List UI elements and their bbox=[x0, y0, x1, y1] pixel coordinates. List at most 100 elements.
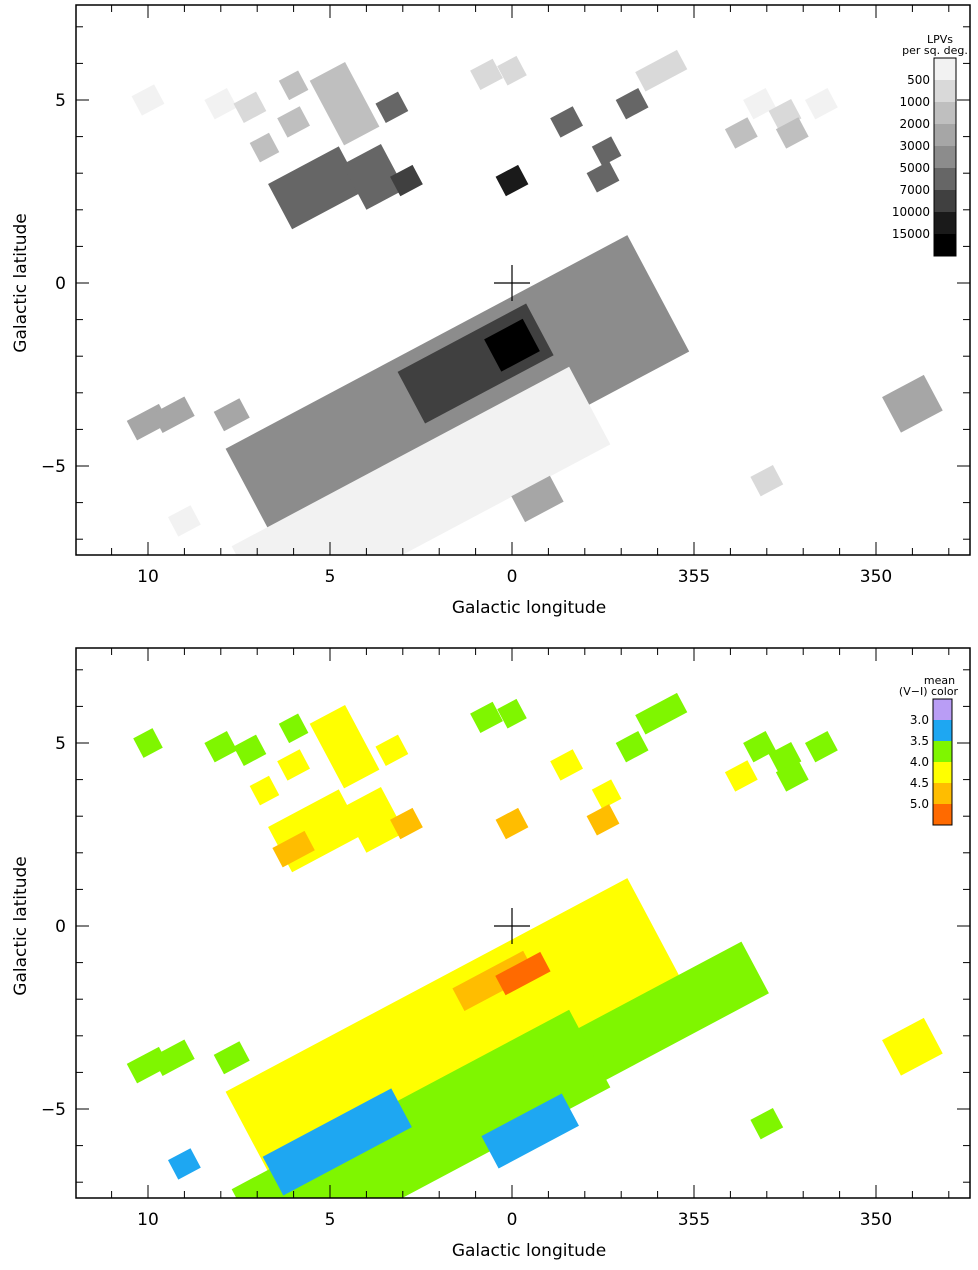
map-tile bbox=[511, 475, 564, 523]
legend-label: 1000 bbox=[899, 95, 930, 109]
x-axis-title: Galactic longitude bbox=[452, 1241, 606, 1261]
map-tile bbox=[586, 804, 620, 836]
map-tile bbox=[233, 91, 267, 123]
chart-panel-1: 10 5 0 355 350 5 0 −5 Galactic longitude Galactic… bbox=[11, 4, 971, 618]
map-tile bbox=[743, 87, 776, 120]
map-tile bbox=[495, 951, 551, 996]
legend-label: 15000 bbox=[892, 227, 930, 241]
legend-swatch bbox=[933, 741, 952, 762]
map-tile bbox=[268, 146, 363, 230]
map-tile bbox=[213, 398, 250, 432]
map-tile bbox=[635, 49, 688, 92]
map-tile bbox=[231, 1009, 611, 1198]
map-tile bbox=[390, 807, 423, 840]
map-tile bbox=[484, 318, 540, 372]
map-tile bbox=[131, 84, 165, 116]
map-tile bbox=[152, 1039, 195, 1076]
legend-title: LPVs bbox=[927, 33, 953, 46]
legend-swatch bbox=[934, 80, 956, 102]
map-tile bbox=[342, 143, 405, 210]
x-tick-label: 0 bbox=[507, 1210, 518, 1230]
y-axis-title: Galactic latitude bbox=[11, 213, 31, 352]
map-regions bbox=[126, 692, 943, 1198]
map-tile bbox=[262, 1088, 412, 1196]
legend-swatch bbox=[934, 190, 956, 212]
y-tick-label: 5 bbox=[55, 734, 66, 754]
map-tile bbox=[635, 692, 688, 735]
map-tile bbox=[495, 164, 529, 197]
legend-label: 3000 bbox=[899, 139, 930, 153]
map-tile bbox=[882, 374, 943, 433]
legend-title: (V−I) color bbox=[899, 685, 959, 698]
map-tile bbox=[470, 58, 503, 91]
legend-label: 5.0 bbox=[910, 797, 929, 811]
map-tile bbox=[204, 730, 238, 763]
legend-frame bbox=[932, 698, 953, 826]
x-tick-label: 10 bbox=[137, 1210, 159, 1230]
map-tile bbox=[743, 730, 776, 763]
map-tile bbox=[775, 760, 809, 792]
map-tile bbox=[133, 728, 163, 758]
map-tile bbox=[152, 396, 195, 433]
map-tile bbox=[375, 734, 409, 766]
x-tick-label: 5 bbox=[325, 567, 336, 587]
legend: mean(V−I) color 3.0 3.5 4.0 4.5 5.0 bbox=[899, 674, 959, 826]
map-tile bbox=[495, 807, 529, 840]
map-tile bbox=[481, 1093, 579, 1169]
legend-label: 4.5 bbox=[910, 776, 929, 790]
legend-label: 4.0 bbox=[910, 755, 929, 769]
legend-swatch bbox=[933, 804, 952, 825]
map-tile bbox=[375, 91, 409, 123]
map-tile bbox=[167, 505, 201, 537]
map-tile bbox=[470, 701, 503, 734]
map-tile bbox=[550, 749, 584, 781]
legend-label: 3.5 bbox=[910, 734, 929, 748]
chart-panel-2: 10 5 0 355 350 5 0 −5 Galactic longitude Galactic… bbox=[11, 647, 971, 1261]
map-tile bbox=[233, 734, 267, 766]
map-tile bbox=[750, 464, 784, 497]
legend-swatch bbox=[934, 124, 956, 146]
map-tile bbox=[586, 161, 620, 193]
map-tile bbox=[272, 830, 315, 868]
map-tile bbox=[249, 775, 280, 806]
x-tick-label: 350 bbox=[860, 1210, 892, 1230]
map-tile bbox=[278, 70, 309, 101]
map-tile bbox=[309, 704, 380, 789]
map-tile bbox=[615, 87, 649, 120]
legend-title: mean bbox=[924, 674, 955, 687]
map-tile bbox=[497, 698, 527, 729]
legend-swatch bbox=[934, 168, 956, 190]
map-tile bbox=[804, 730, 838, 763]
map-tile bbox=[167, 1148, 201, 1180]
map-tile bbox=[213, 1041, 250, 1075]
map-tile bbox=[309, 61, 380, 146]
x-tick-label: 350 bbox=[860, 567, 892, 587]
legend-swatch bbox=[934, 212, 956, 234]
x-axis-title: Galactic longitude bbox=[452, 598, 606, 618]
legend-swatch bbox=[934, 146, 956, 168]
map-tile bbox=[804, 87, 838, 120]
legend-swatch bbox=[934, 234, 956, 256]
x-tick-label: 355 bbox=[678, 567, 710, 587]
y-axis-title: Galactic latitude bbox=[11, 856, 31, 995]
legend-swatch bbox=[933, 783, 952, 804]
y-tick-label: 0 bbox=[55, 917, 66, 937]
galactic-center-marker bbox=[494, 908, 530, 944]
map-tile bbox=[249, 132, 280, 163]
y-tick-label: 5 bbox=[55, 91, 66, 111]
legend-swatch bbox=[933, 762, 952, 783]
plot-frame bbox=[75, 4, 971, 556]
x-tick-label: 10 bbox=[137, 567, 159, 587]
y-tick-label: 0 bbox=[55, 274, 66, 294]
legend-label: 3.0 bbox=[910, 713, 929, 727]
map-regions bbox=[126, 49, 943, 555]
legend-label: 10000 bbox=[892, 205, 930, 219]
map-tile bbox=[277, 749, 311, 781]
y-tick-label: −5 bbox=[41, 1100, 66, 1120]
map-tile bbox=[550, 106, 584, 138]
map-tile bbox=[882, 1017, 943, 1076]
legend-title: per sq. deg. bbox=[902, 44, 968, 57]
legend-swatch bbox=[933, 699, 952, 720]
x-tick-label: 0 bbox=[507, 567, 518, 587]
